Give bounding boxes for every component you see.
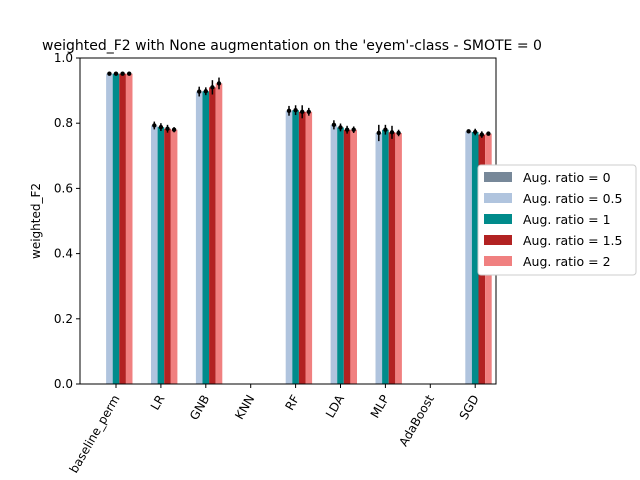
error-bar-sgd-series-1	[466, 129, 471, 134]
x-tick-label: GNB	[187, 393, 212, 423]
x-tick-label: MLP	[368, 393, 392, 421]
bar-sgd-series-2	[471, 132, 479, 384]
error-bar-sgd-series-3	[479, 131, 484, 138]
bar-gnb-series-3	[209, 87, 216, 384]
legend-swatch	[484, 256, 512, 266]
x-tick-label: baseline_perm	[67, 393, 123, 476]
x-axis: baseline_perm LR GNB KNN RF LDA MLP AdaBoost SGD	[67, 384, 482, 475]
bar-lr-series-1	[151, 125, 158, 385]
legend-label: Aug. ratio = 2	[523, 254, 611, 269]
bar-mlp-series-3	[388, 132, 396, 384]
legend-item: Aug. ratio = 0	[484, 170, 611, 185]
legend-label: Aug. ratio = 0.5	[523, 191, 622, 206]
bar-gnb-series-4	[215, 83, 223, 384]
error-bar-lda-series-1	[331, 120, 337, 130]
y-tick-label: 1.0	[54, 51, 73, 65]
y-tick-label: 0.4	[54, 247, 73, 261]
x-tick-label: RF	[282, 392, 302, 412]
error-bar-mlp-series-2	[383, 124, 388, 135]
legend-box	[477, 164, 637, 276]
error-bar-lr-series-3	[165, 124, 170, 133]
bar-baseline-perm-series-4	[125, 73, 133, 384]
error-bars-layer	[107, 71, 491, 142]
error-bar-lr-series-4	[171, 127, 177, 133]
error-bar-gnb-series-4	[216, 77, 222, 90]
x-tick-label: SGD	[457, 393, 482, 423]
legend-swatch	[484, 193, 512, 203]
error-bar-rf-series-1	[286, 105, 292, 116]
x-tick-label: LDA	[323, 392, 347, 420]
error-bar-baseline-perm-series-1	[107, 71, 112, 76]
bar-gnb-series-2	[202, 91, 210, 384]
legend-swatch	[484, 214, 512, 224]
bar-lr-series-4	[170, 129, 178, 384]
error-bar-gnb-series-1	[197, 86, 202, 97]
bar-lda-series-1	[330, 124, 338, 384]
error-bar-rf-series-4	[306, 107, 311, 116]
error-bar-sgd-series-4	[486, 131, 491, 136]
legend-item: Aug. ratio = 1	[484, 212, 611, 227]
legend-item: Aug. ratio = 2	[484, 254, 611, 269]
legend-swatch	[484, 235, 512, 245]
legend: Aug. ratio = 0 Aug. ratio = 0.5 Aug. ratio…	[477, 164, 637, 276]
bar-rf-series-2	[292, 110, 299, 384]
error-bar-lr-series-1	[152, 121, 157, 130]
bar-rf-series-4	[305, 111, 313, 384]
legend-item: Aug. ratio = 0.5	[484, 191, 622, 206]
bar-lda-series-4	[350, 129, 357, 384]
bar-mlp-series-2	[382, 129, 389, 384]
chart-title: weighted_F2 with None augmentation on th…	[42, 38, 542, 54]
y-axis: 0.0 0.2 0.4 0.6 0.8 1.0	[54, 51, 80, 391]
error-bar-gnb-series-2	[203, 87, 208, 96]
y-tick-label: 0.0	[54, 377, 73, 391]
error-bar-mlp-series-1	[376, 124, 381, 142]
bar-sgd-series-1	[465, 131, 472, 384]
bar-lda-series-3	[343, 129, 351, 384]
x-tick-label: LR	[148, 393, 168, 413]
error-bar-rf-series-3	[300, 105, 305, 119]
bar-lda-series-2	[337, 127, 344, 385]
error-bar-lr-series-2	[158, 123, 164, 132]
x-tick-label: KNN	[232, 393, 257, 422]
bar-baseline-perm-series-2	[112, 73, 120, 384]
bar-baseline-perm-series-1	[106, 73, 113, 384]
bar-rf-series-1	[285, 110, 293, 384]
error-bar-baseline-perm-series-2	[113, 71, 119, 76]
legend-label: Aug. ratio = 1	[523, 212, 611, 227]
error-bar-baseline-perm-series-3	[120, 71, 125, 76]
error-bar-gnb-series-3	[210, 80, 215, 95]
bar-mlp-series-1	[375, 132, 383, 384]
bar-gnb-series-1	[195, 91, 203, 384]
y-tick-label: 0.8	[54, 116, 73, 130]
error-bar-lda-series-4	[351, 126, 356, 133]
bar-lr-series-2	[157, 127, 165, 384]
error-bar-baseline-perm-series-4	[127, 71, 132, 76]
y-tick-label: 0.2	[54, 312, 73, 326]
bar-baseline-perm-series-3	[119, 73, 126, 384]
legend-swatch	[484, 172, 512, 182]
legend-item: Aug. ratio = 1.5	[484, 233, 622, 248]
error-bar-rf-series-2	[293, 105, 298, 116]
error-bar-lda-series-3	[344, 125, 350, 134]
error-bar-sgd-series-2	[473, 128, 478, 136]
bars-layer	[106, 73, 492, 385]
legend-label: Aug. ratio = 0	[523, 170, 611, 185]
error-bar-lda-series-2	[338, 123, 343, 132]
legend-label: Aug. ratio = 1.5	[523, 233, 622, 248]
x-tick-label: AdaBoost	[396, 392, 437, 448]
bar-rf-series-3	[298, 111, 306, 384]
y-tick-label: 0.6	[54, 181, 73, 195]
bar-mlp-series-4	[395, 132, 402, 384]
error-bar-mlp-series-3	[389, 125, 395, 139]
y-axis-label: weighted_F2	[29, 183, 43, 259]
error-bar-mlp-series-4	[396, 129, 401, 137]
bar-lr-series-3	[164, 128, 171, 384]
